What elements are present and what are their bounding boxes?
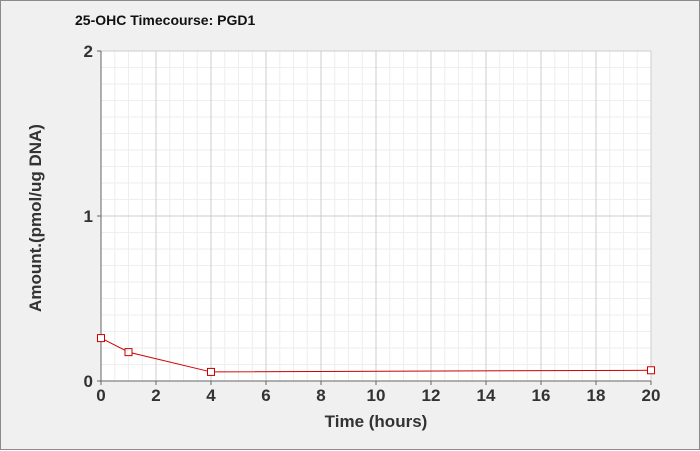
chart-title: 25-OHC Timecourse: PGD1 [75, 12, 256, 28]
x-tick-label: 2 [151, 386, 160, 405]
series-line [100, 337, 652, 373]
x-tick-label: 6 [261, 386, 270, 405]
y-tick-labels: 0 1 2 [84, 42, 101, 391]
y-tick-label: 1 [84, 207, 93, 226]
data-point-marker[interactable] [207, 367, 215, 376]
x-tick-label: 4 [206, 386, 216, 405]
x-tick-label: 0 [96, 386, 105, 405]
series-group [97, 334, 655, 376]
x-tick-label: 10 [367, 386, 386, 405]
data-point-marker[interactable] [97, 334, 105, 343]
y-tick-label: 2 [84, 42, 93, 61]
x-tick-label: 20 [642, 386, 661, 405]
y-axis-label: Amount.(pmol/ug DNA) [26, 124, 45, 312]
y-tick-label: 0 [84, 372, 93, 391]
x-tick-label: 16 [532, 386, 551, 405]
data-point-marker[interactable] [124, 348, 133, 357]
x-tick-labels: 0 2 4 6 8 10 12 14 16 18 20 [96, 381, 660, 405]
data-point-marker[interactable] [647, 366, 655, 375]
x-tick-label: 18 [587, 386, 606, 405]
x-axis-label: Time (hours) [325, 412, 428, 431]
x-tick-label: 12 [422, 386, 441, 405]
x-tick-label: 14 [477, 386, 496, 405]
x-tick-label: 8 [316, 386, 325, 405]
